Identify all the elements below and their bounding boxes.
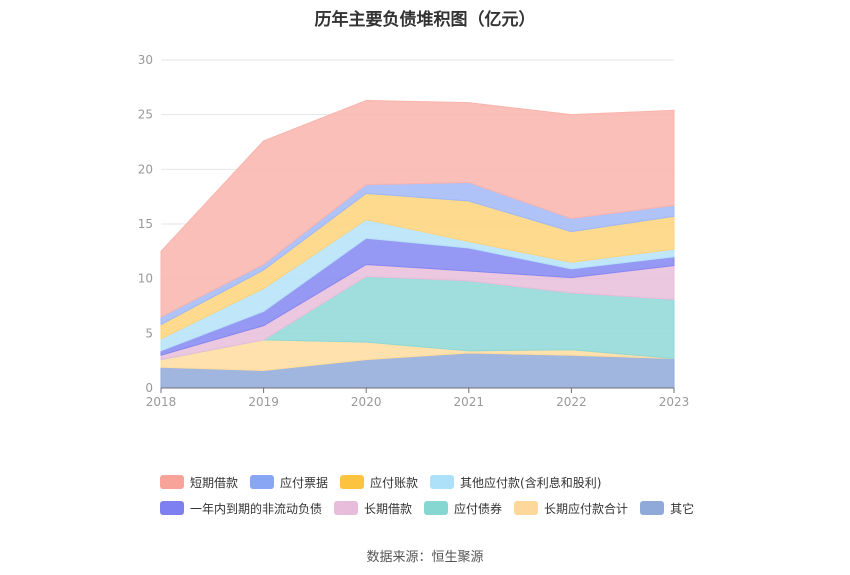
legend-label: 应付票据 bbox=[280, 474, 328, 491]
x-tick-label: 2019 bbox=[248, 395, 279, 409]
legend-row: 短期借款 应付票据 应付账款 其他应付款(含利息和股利) bbox=[160, 472, 720, 492]
legend-label: 长期应付款合计 bbox=[544, 500, 628, 517]
legend-swatch bbox=[430, 475, 454, 489]
legend-swatch bbox=[160, 475, 184, 489]
legend-label: 一年内到期的非流动负债 bbox=[190, 500, 322, 517]
x-tick-label: 2023 bbox=[659, 395, 690, 409]
legend-swatch bbox=[340, 475, 364, 489]
y-tick-label: 20 bbox=[138, 162, 153, 176]
legend-swatch bbox=[640, 501, 664, 515]
y-tick-label: 15 bbox=[138, 217, 153, 231]
legend-row: 一年内到期的非流动负债 长期借款 应付债券 长期应付款合计 其它 bbox=[160, 498, 720, 518]
legend-item[interactable]: 应付账款 bbox=[340, 474, 418, 491]
y-tick-label: 25 bbox=[138, 108, 153, 122]
legend-item[interactable]: 其他应付款(含利息和股利) bbox=[430, 474, 601, 491]
x-tick-label: 2018 bbox=[146, 395, 177, 409]
legend-label: 短期借款 bbox=[190, 474, 238, 491]
legend-swatch bbox=[334, 501, 358, 515]
legend-item[interactable]: 应付票据 bbox=[250, 474, 328, 491]
y-tick-label: 10 bbox=[138, 272, 153, 286]
legend-label: 其它 bbox=[670, 500, 694, 517]
legend-item[interactable]: 短期借款 bbox=[160, 474, 238, 491]
legend-swatch bbox=[160, 501, 184, 515]
chart-plot: 0 5 10 15 20 25 30 2018 2019 2020 2021 2022 2023 bbox=[0, 0, 850, 470]
legend-item[interactable]: 长期应付款合计 bbox=[514, 500, 628, 517]
y-tick-label: 30 bbox=[138, 53, 153, 67]
legend-item[interactable]: 其它 bbox=[640, 500, 694, 517]
x-tick-label: 2022 bbox=[556, 395, 587, 409]
area-series bbox=[161, 100, 674, 388]
legend-label: 应付债券 bbox=[454, 500, 502, 517]
x-tick-label: 2020 bbox=[351, 395, 382, 409]
legend-swatch bbox=[514, 501, 538, 515]
legend-item[interactable]: 应付债券 bbox=[424, 500, 502, 517]
legend-item[interactable]: 一年内到期的非流动负债 bbox=[160, 500, 322, 517]
x-tick-label: 2021 bbox=[454, 395, 485, 409]
legend-swatch bbox=[424, 501, 448, 515]
source-note: 数据来源：恒生聚源 bbox=[0, 546, 850, 565]
legend-label: 应付账款 bbox=[370, 474, 418, 491]
y-tick-label: 0 bbox=[145, 381, 153, 395]
legend-item[interactable]: 长期借款 bbox=[334, 500, 412, 517]
legend-label: 其他应付款(含利息和股利) bbox=[460, 474, 601, 491]
legend: 短期借款 应付票据 应付账款 其他应付款(含利息和股利) 一年内到期的非流动负债 长期借… bbox=[160, 472, 720, 524]
legend-label: 长期借款 bbox=[364, 500, 412, 517]
y-tick-label: 5 bbox=[145, 326, 153, 340]
legend-swatch bbox=[250, 475, 274, 489]
